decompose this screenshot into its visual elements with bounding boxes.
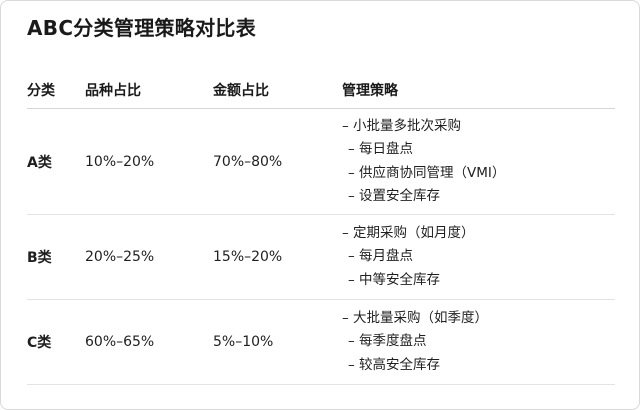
strategy-item: – 每季度盘点 bbox=[348, 333, 427, 350]
cell-category: A类 bbox=[27, 108, 85, 215]
table-row: A类 10%–20% 70%–80% – 小批量多批次采购 – 每日盘点 – 供… bbox=[27, 108, 615, 215]
cell-strategy: – 小批量多批次采购 – 每日盘点 – 供应商协同管理（VMI） – 设置安全库… bbox=[342, 108, 615, 215]
table-title: ABC分类管理策略对比表 bbox=[27, 16, 257, 40]
cell-category: B类 bbox=[27, 214, 85, 300]
cell-category: C类 bbox=[27, 299, 85, 385]
strategy-item: – 设置安全库存 bbox=[348, 188, 441, 204]
strategy-item: – 中等安全库存 bbox=[348, 271, 441, 288]
strategy-item: – 定期采购（如月度） bbox=[342, 224, 475, 241]
strategy-item: – 小批量多批次采购 bbox=[342, 117, 462, 134]
cell-amount-ratio: 15%–20% bbox=[213, 214, 342, 300]
strategy-item: – 每日盘点 bbox=[348, 141, 414, 157]
strategy-list: – 大批量采购（如季度） – 每季度盘点 – 较高安全库存 bbox=[342, 307, 615, 378]
cell-item-ratio: 10%–20% bbox=[85, 108, 213, 215]
cell-strategy: – 定期采购（如月度） – 每月盘点 – 中等安全库存 bbox=[342, 214, 615, 300]
header-item-ratio: 品种占比 bbox=[85, 72, 213, 109]
header-category: 分类 bbox=[27, 72, 85, 109]
table-row: C类 60%–65% 5%–10% – 大批量采购（如季度） – 每季度盘点 –… bbox=[27, 299, 615, 385]
header-amount-ratio: 金额占比 bbox=[213, 72, 342, 109]
cell-item-ratio: 20%–25% bbox=[85, 214, 213, 300]
strategy-list: – 定期采购（如月度） – 每月盘点 – 中等安全库存 bbox=[342, 222, 615, 293]
abc-strategy-table: 分类 品种占比 金额占比 管理策略 A类 10%–20% 70%–80% – 小… bbox=[27, 72, 615, 385]
cell-amount-ratio: 70%–80% bbox=[213, 108, 342, 215]
header-row: 分类 品种占比 金额占比 管理策略 bbox=[27, 72, 615, 109]
strategy-item: – 较高安全库存 bbox=[348, 356, 441, 373]
cell-amount-ratio: 5%–10% bbox=[213, 299, 342, 385]
strategy-item: – 每月盘点 bbox=[348, 248, 414, 265]
strategy-item: – 供应商协同管理（VMI） bbox=[348, 164, 506, 181]
strategy-list: – 小批量多批次采购 – 每日盘点 – 供应商协同管理（VMI） – 设置安全库… bbox=[342, 115, 615, 209]
strategy-item: – 大批量采购（如季度） bbox=[342, 309, 489, 326]
header-strategy: 管理策略 bbox=[342, 72, 615, 109]
table-row: B类 20%–25% 15%–20% – 定期采购（如月度） – 每月盘点 – … bbox=[27, 214, 615, 300]
cell-strategy: – 大批量采购（如季度） – 每季度盘点 – 较高安全库存 bbox=[342, 299, 615, 385]
cell-item-ratio: 60%–65% bbox=[85, 299, 213, 385]
